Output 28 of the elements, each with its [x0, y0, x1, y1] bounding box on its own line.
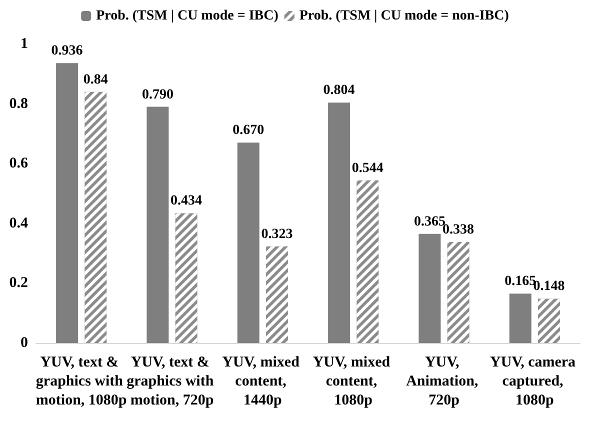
- legend-label: Prob. (TSM | CU mode = non-IBC): [299, 8, 510, 24]
- y-tick-label: 1: [20, 36, 28, 52]
- data-label: 0.670: [232, 123, 264, 138]
- x-tick-label: YUV, Animation, 720p: [406, 354, 482, 408]
- data-label: 0.936: [51, 44, 83, 59]
- data-label: 0.323: [261, 226, 293, 242]
- data-label: 0.790: [142, 87, 174, 102]
- y-tick-label: 0.8: [9, 96, 28, 112]
- y-tick-label: 0.2: [9, 275, 28, 292]
- bar: [56, 63, 78, 343]
- x-tick-label: YUV, camera captured, 1080p: [490, 354, 580, 408]
- y-tick-label: 0: [20, 335, 28, 351]
- legend-label: Prob. (TSM | CU mode = IBC): [96, 8, 279, 24]
- x-tick-label: YUV, text & graphics with motion, 1080p: [36, 354, 127, 408]
- bar: [237, 142, 260, 343]
- data-label: 0.434: [170, 194, 202, 209]
- bar: [418, 234, 441, 343]
- x-tick-label: YUV, mixed content, 1440p: [222, 354, 304, 408]
- bar: [328, 102, 350, 343]
- data-label: 0.804: [323, 83, 355, 98]
- x-tick-label: YUV, text & graphics with motion, 720p: [126, 354, 218, 408]
- data-label: 0.544: [352, 160, 384, 176]
- bar: [146, 106, 169, 343]
- bar: [509, 294, 532, 343]
- y-tick-label: 0.6: [9, 156, 28, 172]
- data-label: 0.84: [83, 72, 108, 88]
- x-tick-label: YUV, mixed content, 1080p: [312, 354, 394, 408]
- y-tick-label: 0.4: [9, 215, 28, 232]
